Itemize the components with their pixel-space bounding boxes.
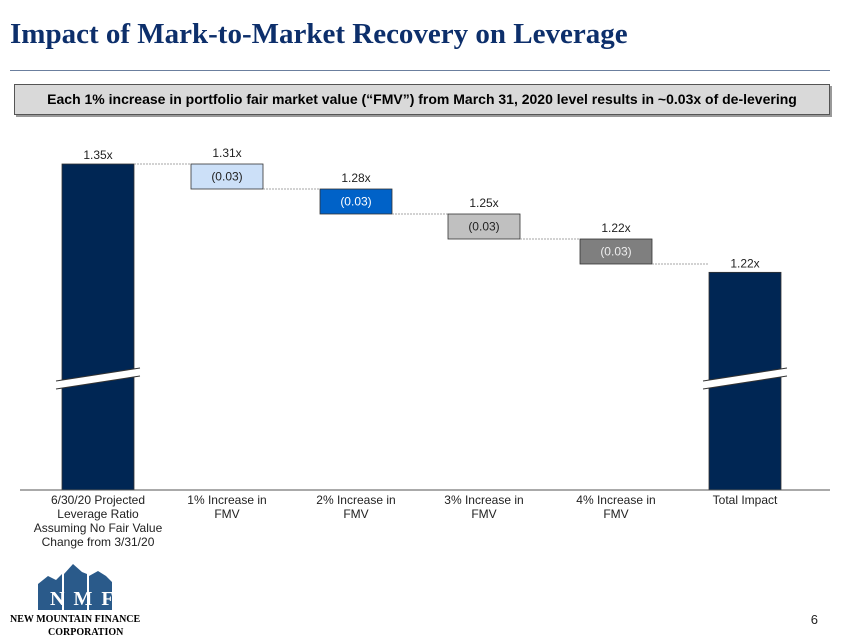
category-label: 4% Increase in FMV xyxy=(576,493,656,521)
delta-label: (0.03) xyxy=(600,245,631,259)
total-label: 1.22x xyxy=(730,256,759,270)
axis-break-line xyxy=(55,375,141,390)
total-label: 1.35x xyxy=(83,148,112,162)
axis-break-line xyxy=(55,367,141,382)
logo-subtitle: Corporation xyxy=(48,627,124,638)
page-number: 6 xyxy=(810,612,818,627)
category-label: 1% Increase in FMV xyxy=(187,493,267,521)
total-label: 1.31x xyxy=(212,146,241,160)
axis-break-line xyxy=(702,375,788,390)
bar xyxy=(190,163,264,190)
category-label: Total Impact xyxy=(712,493,778,507)
category-label: 2% Increase in FMV xyxy=(316,493,396,521)
bar xyxy=(319,188,393,215)
callout-box: Each 1% increase in portfolio fair marke… xyxy=(14,84,830,115)
delta-label: (0.03) xyxy=(211,170,242,184)
mountain-buildings xyxy=(38,564,112,610)
axis-break-line xyxy=(702,367,788,382)
category-label: 6/30/20 Projected Leverage Ratio Assumin… xyxy=(33,493,163,549)
bar xyxy=(61,163,135,491)
bar xyxy=(447,213,521,240)
axis-break-gap xyxy=(703,368,787,389)
waterfall-chart: 1.35x 1.31x (0.03) 1.28x (0.03) 1.25x (0.03) 1.… xyxy=(20,146,830,491)
delta-label: (0.03) xyxy=(340,195,371,209)
title-divider xyxy=(10,70,830,71)
nmf-logo: NMF New Mountain Finance Corporation xyxy=(10,564,141,638)
logo-letters: NMF xyxy=(50,588,123,610)
category-label: 3% Increase in FMV xyxy=(444,493,524,521)
total-label: 1.28x xyxy=(341,171,370,185)
bar xyxy=(579,238,653,265)
axis-break-gap xyxy=(56,368,140,389)
logo-name: New Mountain Finance xyxy=(10,614,141,625)
delta-label: (0.03) xyxy=(468,220,499,234)
total-label: 1.25x xyxy=(469,196,498,210)
page-title: Impact of Mark-to-Market Recovery on Lev… xyxy=(10,18,628,50)
total-label: 1.22x xyxy=(601,221,630,235)
